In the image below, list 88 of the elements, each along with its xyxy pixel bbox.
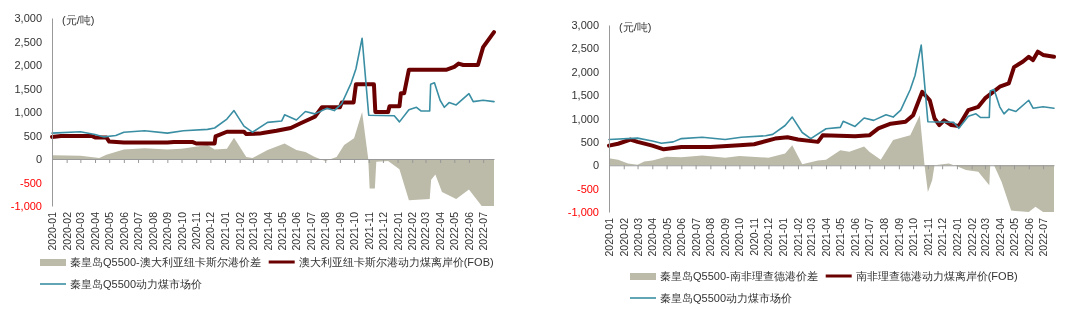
y-tick-label: 1,500	[14, 82, 42, 95]
x-tick-label: 2020-11	[748, 217, 761, 256]
y-tick-label: -500	[19, 176, 42, 189]
x-tick-label: 2020-07	[132, 211, 145, 251]
x-tick-label: 2021-06	[849, 217, 862, 257]
y-tick-label: 2,000	[571, 65, 599, 78]
y-axis-title: (元/吨)	[619, 21, 652, 33]
x-tick-label: 2020-08	[146, 211, 159, 251]
x-tick-label: 2020-06	[675, 217, 688, 257]
x-tick-label: 2020-03	[631, 217, 644, 257]
x-tick-label: 2020-04	[646, 217, 659, 257]
x-tick-label: 2020-02	[617, 217, 630, 257]
y-tick-label: 2,000	[14, 59, 42, 72]
x-tick-label: 2022-03	[978, 217, 991, 257]
y-tick-label: -1,000	[10, 200, 42, 213]
x-tick-label: 2020-12	[762, 217, 775, 257]
y-tick-label: 0	[592, 159, 599, 172]
x-tick-label: 2020-05	[103, 211, 116, 251]
x-tick-label: 2021-02	[233, 211, 246, 251]
x-tick-label: 2021-07	[304, 211, 317, 251]
x-tick-label: 2020-02	[60, 211, 73, 251]
y-tick-label: 1,500	[571, 89, 599, 102]
y-tick-label: 500	[23, 129, 42, 142]
legend-label: 秦皇岛Q5500-南非理查德港价差	[660, 270, 818, 282]
y-tick-label: 2,500	[14, 35, 42, 48]
x-tick-label: 2021-01	[219, 211, 232, 251]
x-tick-label: 2021-01	[777, 217, 790, 257]
y-tick-label: 500	[580, 135, 599, 148]
x-tick-label: 2021-05	[275, 211, 288, 251]
x-tick-label: 2021-04	[820, 217, 833, 257]
x-tick-label: 2022-02	[406, 211, 419, 251]
y-tick-label: 2,500	[571, 42, 599, 55]
x-tick-label: 2022-04	[434, 211, 447, 251]
y-tick-label: -1,000	[567, 206, 599, 219]
x-tick-label: 2020-09	[161, 211, 174, 251]
x-tick-label: 2021-03	[246, 211, 259, 251]
x-tick-label: 2022-06	[1022, 217, 1035, 257]
x-tick-label: 2020-05	[660, 217, 673, 257]
x-tick-label: 2020-10	[733, 217, 746, 257]
x-tick-label: 2021-09	[892, 217, 905, 257]
x-tick-label: 2020-01	[46, 211, 58, 251]
y-tick-label: 3,000	[14, 12, 42, 25]
y-tick-label: 1,000	[571, 112, 599, 125]
y-tick-label: 1,000	[14, 106, 42, 119]
x-tick-label: 2022-07	[477, 211, 490, 251]
x-tick-label: 2020-01	[603, 217, 615, 257]
x-tick-label: 2021-06	[290, 211, 303, 251]
x-tick-label: 2022-01	[391, 211, 404, 251]
legend-label: 秦皇岛Q5500动力煤市场价	[660, 292, 793, 304]
x-tick-label: 2021-08	[319, 211, 332, 251]
x-tick-label: 2022-05	[448, 211, 461, 251]
y-tick-label: 0	[35, 153, 42, 166]
x-tick-label: 2021-03	[805, 217, 818, 257]
legend-label: 秦皇岛Q5500-澳大利亚纽卡斯尔港价差	[70, 256, 261, 268]
x-tick-label: 2020-07	[689, 217, 702, 257]
x-tick-label: 2021-08	[878, 217, 891, 257]
x-tick-label: 2021-10	[348, 211, 361, 251]
y-tick-label: 3,000	[571, 19, 599, 32]
x-tick-label: 2021-09	[333, 211, 346, 251]
x-tick-label: 2020-08	[704, 217, 717, 257]
x-tick-label: 2022-01	[950, 217, 963, 257]
x-tick-label: 2022-06	[462, 211, 475, 251]
x-tick-label: 2021-10	[907, 217, 920, 257]
x-tick-label: 2021-07	[863, 217, 876, 257]
legend-label: 澳大利亚纽卡斯尔港动力煤离岸价(FOB)	[298, 256, 494, 268]
x-tick-label: 2020-09	[719, 217, 732, 257]
x-tick-label: 2022-02	[965, 217, 978, 257]
x-tick-label: 2020-03	[74, 211, 87, 251]
x-tick-label: 2020-06	[117, 211, 130, 251]
x-tick-label: 2021-04	[261, 211, 274, 251]
y-axis-title: (元/吨)	[62, 14, 95, 26]
x-tick-label: 2021-12	[376, 211, 389, 251]
legend-label: 南非理查德港动力煤离岸价(FOB)	[855, 270, 1018, 282]
x-tick-label: 2022-07	[1037, 217, 1050, 257]
x-tick-label: 2022-03	[419, 211, 432, 251]
x-tick-label: 2021-05	[834, 217, 847, 257]
x-tick-label: 2022-04	[993, 217, 1006, 257]
legend-label: 秦皇岛Q5500动力煤市场价	[70, 278, 203, 290]
x-tick-label: 2020-11	[190, 211, 203, 250]
x-tick-label: 2021-02	[791, 217, 804, 257]
x-tick-label: 2021-11	[921, 217, 934, 256]
x-tick-label: 2022-05	[1008, 217, 1021, 257]
x-tick-label: 2020-10	[175, 211, 188, 251]
x-tick-label: 2020-04	[89, 211, 102, 251]
x-tick-label: 2020-12	[204, 211, 217, 251]
x-tick-label: 2021-11	[362, 211, 375, 250]
x-tick-label: 2021-12	[936, 217, 949, 257]
y-tick-label: -500	[576, 182, 599, 195]
